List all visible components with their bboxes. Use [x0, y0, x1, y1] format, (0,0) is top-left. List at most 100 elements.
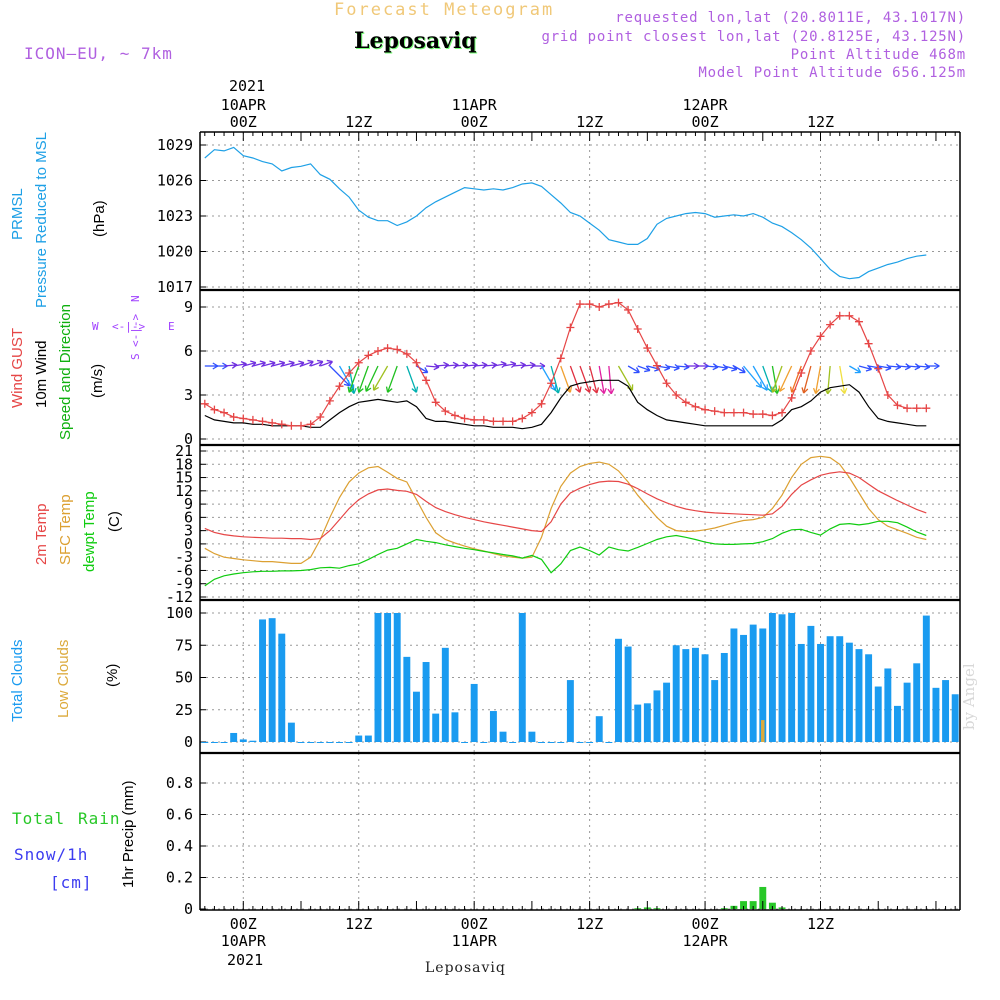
wind-arrow-head: [801, 387, 809, 394]
total-cloud-bar: [461, 742, 469, 743]
total-cloud-bar: [653, 690, 661, 742]
wind-direction-arrow: [803, 365, 812, 394]
wind-arrow-head: [411, 386, 419, 393]
wind-direction-arrow: [252, 362, 266, 367]
total-cloud-bar: [634, 704, 642, 742]
y-tick-label: 3: [184, 522, 193, 540]
wind-direction-arrow: [502, 363, 516, 367]
y-tick-label: 3: [184, 386, 193, 404]
y-tick-label: 1023: [157, 207, 193, 225]
wind-arrow-head: [933, 362, 940, 370]
total-cloud-bar: [412, 691, 420, 742]
y-tick-label: 25: [175, 701, 193, 719]
y-tick-label: 1029: [157, 136, 193, 154]
wind-arrow-head: [269, 360, 276, 368]
temp-2m-line: [204, 471, 927, 541]
total-cloud-bar: [307, 742, 315, 743]
x-tick-hour-top: 12Z: [576, 113, 603, 131]
wind-direction-arrow: [373, 365, 389, 391]
total-cloud-bar: [422, 662, 430, 742]
total-cloud-bar: [701, 654, 709, 742]
gust-marker: [547, 379, 556, 388]
gust-marker: [912, 404, 921, 413]
total-cloud-bar: [759, 628, 767, 742]
gust-marker: [758, 410, 767, 419]
total-cloud-bar: [345, 742, 353, 743]
wind-arrow-head: [644, 365, 651, 373]
total-cloud-bar: [903, 682, 911, 742]
dewpt-line: [204, 520, 927, 587]
total-cloud-bar: [615, 638, 622, 742]
gust-marker: [576, 300, 584, 309]
total-cloud-bar: [336, 742, 343, 743]
sfc-temp-line: [204, 455, 927, 564]
gust-marker: [499, 417, 508, 426]
wind-arrow-head: [250, 360, 257, 368]
total-cloud-bar: [720, 652, 728, 742]
gust-marker: [431, 398, 440, 407]
total-cloud-bar: [403, 656, 411, 742]
wind-direction-arrow: [348, 365, 360, 393]
wind-direction-arrow: [540, 365, 557, 391]
wind-direction-arrow: [300, 360, 314, 367]
wind-direction-arrow: [320, 360, 333, 367]
x-tick-hour-bottom: 12Z: [576, 915, 603, 933]
y-tick-label: 1017: [157, 278, 193, 296]
gust-marker: [768, 411, 777, 420]
y-tick-label: 100: [166, 604, 193, 622]
y-tick-label: -3: [175, 548, 193, 566]
gust-marker: [460, 414, 469, 423]
y-tick-label: 0: [184, 733, 193, 751]
gust-marker: [268, 418, 277, 427]
x-tick-date-bottom: 10APR: [221, 932, 267, 950]
total-cloud-bar: [259, 619, 266, 742]
gust-marker: [518, 414, 527, 423]
low-cloud-bar: [761, 720, 765, 742]
wind-direction-arrow: [779, 365, 793, 392]
model-name: ICON—EU, ~ 7km: [24, 44, 173, 63]
wind-arrow-head: [259, 360, 266, 368]
wind-arrow-head: [607, 388, 615, 395]
location-title: Leposaviq: [354, 28, 477, 54]
gust-marker: [585, 300, 594, 309]
gust-marker: [470, 415, 479, 424]
gust-marker: [364, 351, 373, 360]
total-cloud-bar: [268, 618, 276, 742]
total-cloud-bar: [663, 682, 671, 742]
total-cloud-bar: [470, 683, 478, 742]
gust-marker: [864, 339, 873, 348]
total-cloud-bar: [836, 636, 844, 742]
wind-arrow-head: [865, 364, 873, 372]
y-tick-label: 0.8: [166, 774, 193, 792]
y-tick-label: -12: [166, 588, 193, 606]
x-tick-hour-bottom: 12Z: [807, 915, 834, 933]
wind-direction-arrow: [791, 365, 802, 393]
model-point-altitude: Model Point Altitude 656.125m: [698, 65, 966, 81]
y-tick-label: 50: [175, 669, 193, 687]
gust-marker: [325, 396, 334, 405]
y-tick-label: 15: [175, 469, 193, 487]
wind-direction-arrow: [916, 365, 930, 368]
x-tick-hour-top: 00Z: [692, 113, 719, 131]
wind-arrow-head: [592, 387, 600, 394]
total-cloud-bar: [287, 722, 295, 742]
wind-direction-arrow: [464, 364, 478, 367]
wind-arrow-head: [357, 386, 364, 393]
wind-direction-arrow: [907, 365, 921, 368]
y-tick-label: 1020: [157, 243, 193, 261]
x-tick-hour-top: 00Z: [230, 113, 257, 131]
wind-direction-arrow: [656, 365, 670, 369]
total-cloud-bar: [451, 712, 459, 742]
total-cloud-bar: [316, 742, 324, 743]
y-tick-label: 1026: [157, 172, 193, 190]
total-cloud-bar: [884, 668, 892, 742]
y-tick-label: 9: [184, 298, 193, 316]
gust-marker: [200, 399, 209, 408]
gust-marker: [316, 413, 325, 421]
wind-direction-arrow: [724, 365, 738, 370]
gust-marker: [508, 417, 517, 426]
gust-marker: [595, 303, 604, 311]
total-cloud-bar: [691, 647, 699, 742]
wind-arrow-head: [298, 360, 305, 368]
